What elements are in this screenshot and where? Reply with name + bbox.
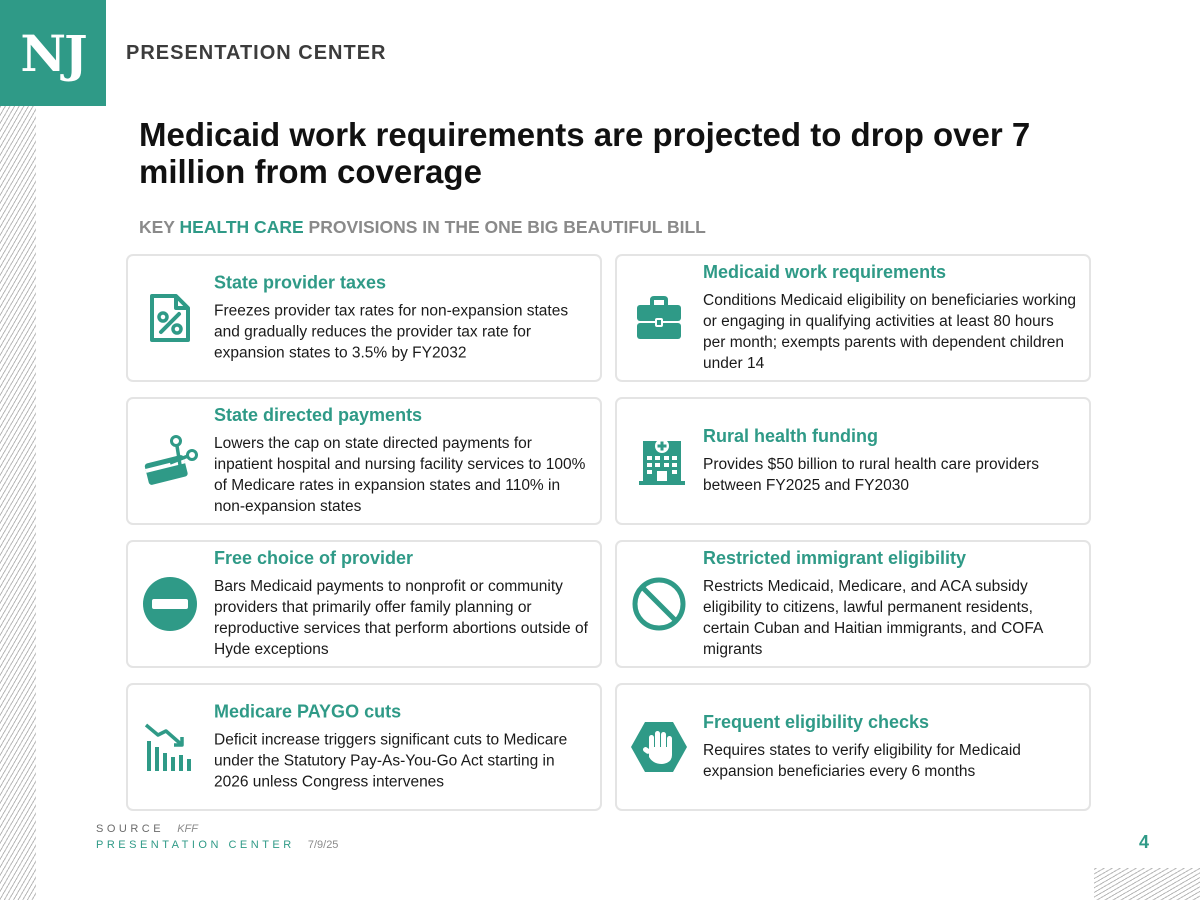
- footer-source: SOURCE KFF: [96, 823, 198, 835]
- card-text: Restricts Medicaid, Medicare, and ACA su…: [703, 578, 1043, 658]
- card-title: State provider taxes: [214, 272, 387, 293]
- card-restricted-immigrant-eligibility: Restricted immigrant eligibility Restric…: [615, 540, 1091, 668]
- footer-source-value: KFF: [177, 823, 198, 835]
- nj-logo: NJ: [0, 0, 106, 106]
- prohibited-icon: [629, 574, 689, 634]
- card-title: Rural health funding: [703, 426, 878, 446]
- briefcase-icon: [629, 288, 689, 348]
- hospital-icon: [629, 431, 689, 491]
- card-title: State directed payments: [214, 405, 423, 425]
- card-title: Free choice of provider: [214, 548, 414, 568]
- decorative-hatch-bottom-right: [1094, 868, 1200, 900]
- card-text: Deficit increase triggers significant cu…: [214, 731, 568, 791]
- subtitle-highlight: HEALTH CARE: [179, 217, 304, 237]
- subtitle-prefix: KEY: [139, 217, 180, 237]
- minus-circle-icon: [140, 574, 200, 634]
- page-title: Medicaid work requirements are projected…: [139, 116, 1031, 190]
- card-text: Conditions Medicaid eligibility on benef…: [703, 292, 1077, 372]
- card-state-directed-payments: State directed payments Lowers the cap o…: [126, 397, 602, 525]
- card-text: Bars Medicaid payments to nonprofit or c…: [214, 578, 588, 658]
- card-title: Restricted immigrant eligibility: [703, 548, 967, 568]
- footer-center: PRESENTATION CENTER 7/9/25: [96, 839, 338, 851]
- cut-card-icon: [140, 431, 200, 491]
- card-medicaid-work-requirements: Medicaid work requirements Conditions Me…: [615, 254, 1091, 382]
- page-number: 4: [1139, 832, 1150, 852]
- percent-document-icon: [140, 288, 200, 348]
- card-title: Medicare PAYGO cuts: [214, 701, 402, 722]
- card-text: Provides $50 billion to rural health car…: [703, 456, 1040, 494]
- card-free-choice-of-provider: Free choice of provider Bars Medicaid pa…: [126, 540, 602, 668]
- declining-chart-icon: [140, 717, 200, 777]
- card-title: Frequent eligibility checks: [703, 712, 930, 732]
- decorative-hatch-left: [0, 106, 36, 900]
- footer-center-label: PRESENTATION CENTER: [96, 839, 295, 851]
- card-text: Lowers the cap on state directed payment…: [214, 435, 586, 515]
- footer-source-label: SOURCE: [96, 823, 165, 835]
- card-text: Requires states to verify eligibility fo…: [703, 742, 1021, 780]
- card-state-provider-taxes: State provider taxes Freezes provider ta…: [126, 254, 602, 382]
- card-title: Medicaid work requirements: [703, 262, 947, 282]
- page-subtitle: KEY HEALTH CARE PROVISIONS IN THE ONE BI…: [139, 217, 706, 238]
- subtitle-suffix: PROVISIONS IN THE ONE BIG BEAUTIFUL BILL: [303, 217, 706, 237]
- card-frequent-eligibility-checks: Frequent eligibility checks Requires sta…: [615, 683, 1091, 811]
- card-text: Freezes provider tax rates for non-expan…: [214, 302, 569, 362]
- card-rural-health-funding: Rural health funding Provides $50 billio…: [615, 397, 1091, 525]
- brand-name: PRESENTATION CENTER: [126, 42, 387, 64]
- stop-hand-icon: [629, 717, 689, 777]
- card-medicare-paygo-cuts: Medicare PAYGO cuts Deficit increase tri…: [126, 683, 602, 811]
- footer-date: 7/9/25: [307, 839, 339, 851]
